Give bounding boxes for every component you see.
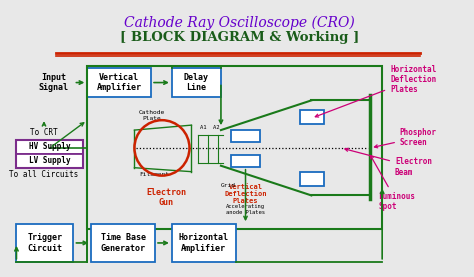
Text: Electron
Beam: Electron Beam [345, 148, 432, 177]
Text: Horizontal
Amplifier: Horizontal Amplifier [179, 233, 229, 253]
Text: To CRT: To CRT [30, 128, 58, 137]
Bar [87, 68, 151, 98]
Bar [17, 140, 83, 154]
Bar [300, 110, 324, 124]
Bar [17, 224, 73, 262]
Bar [91, 224, 155, 262]
Text: Vertical
Amplifier: Vertical Amplifier [97, 73, 142, 92]
Bar [231, 130, 260, 142]
Text: Cathode Ray Oscilloscope (CRO): Cathode Ray Oscilloscope (CRO) [124, 15, 355, 30]
Text: Input
Signal: Input Signal [39, 73, 69, 92]
Bar [172, 224, 236, 262]
Text: Filament: Filament [139, 172, 169, 177]
Text: Accelerating
anode Plates: Accelerating anode Plates [226, 204, 265, 215]
Text: HV Supply: HV Supply [29, 142, 71, 152]
Text: Horizontal
Deflection
Plates: Horizontal Deflection Plates [315, 65, 436, 117]
Bar [17, 154, 83, 168]
Bar [87, 66, 382, 229]
Text: Vertical
Deflection
Plates: Vertical Deflection Plates [224, 184, 267, 204]
Text: To all Circuits: To all Circuits [9, 170, 79, 179]
Text: Time Base
Generator: Time Base Generator [100, 233, 146, 253]
Text: Delay
Line: Delay Line [184, 73, 209, 92]
Bar [231, 155, 260, 167]
Bar [17, 140, 83, 168]
Text: A1  A2: A1 A2 [201, 125, 220, 130]
Text: Electron
Gun: Electron Gun [146, 188, 186, 207]
Text: Trigger
Circuit: Trigger Circuit [27, 233, 63, 253]
Bar [172, 68, 221, 98]
Text: Phosphor
Screen: Phosphor Screen [374, 127, 437, 148]
Text: Cathode
Plate: Cathode Plate [139, 110, 165, 121]
Text: [ BLOCK DIAGRAM & Working ]: [ BLOCK DIAGRAM & Working ] [120, 31, 359, 44]
Text: LV Supply: LV Supply [29, 156, 71, 165]
Text: Grid: Grid [220, 183, 235, 188]
Bar [300, 172, 324, 186]
Text: Luminous
Spot: Luminous Spot [371, 155, 415, 211]
